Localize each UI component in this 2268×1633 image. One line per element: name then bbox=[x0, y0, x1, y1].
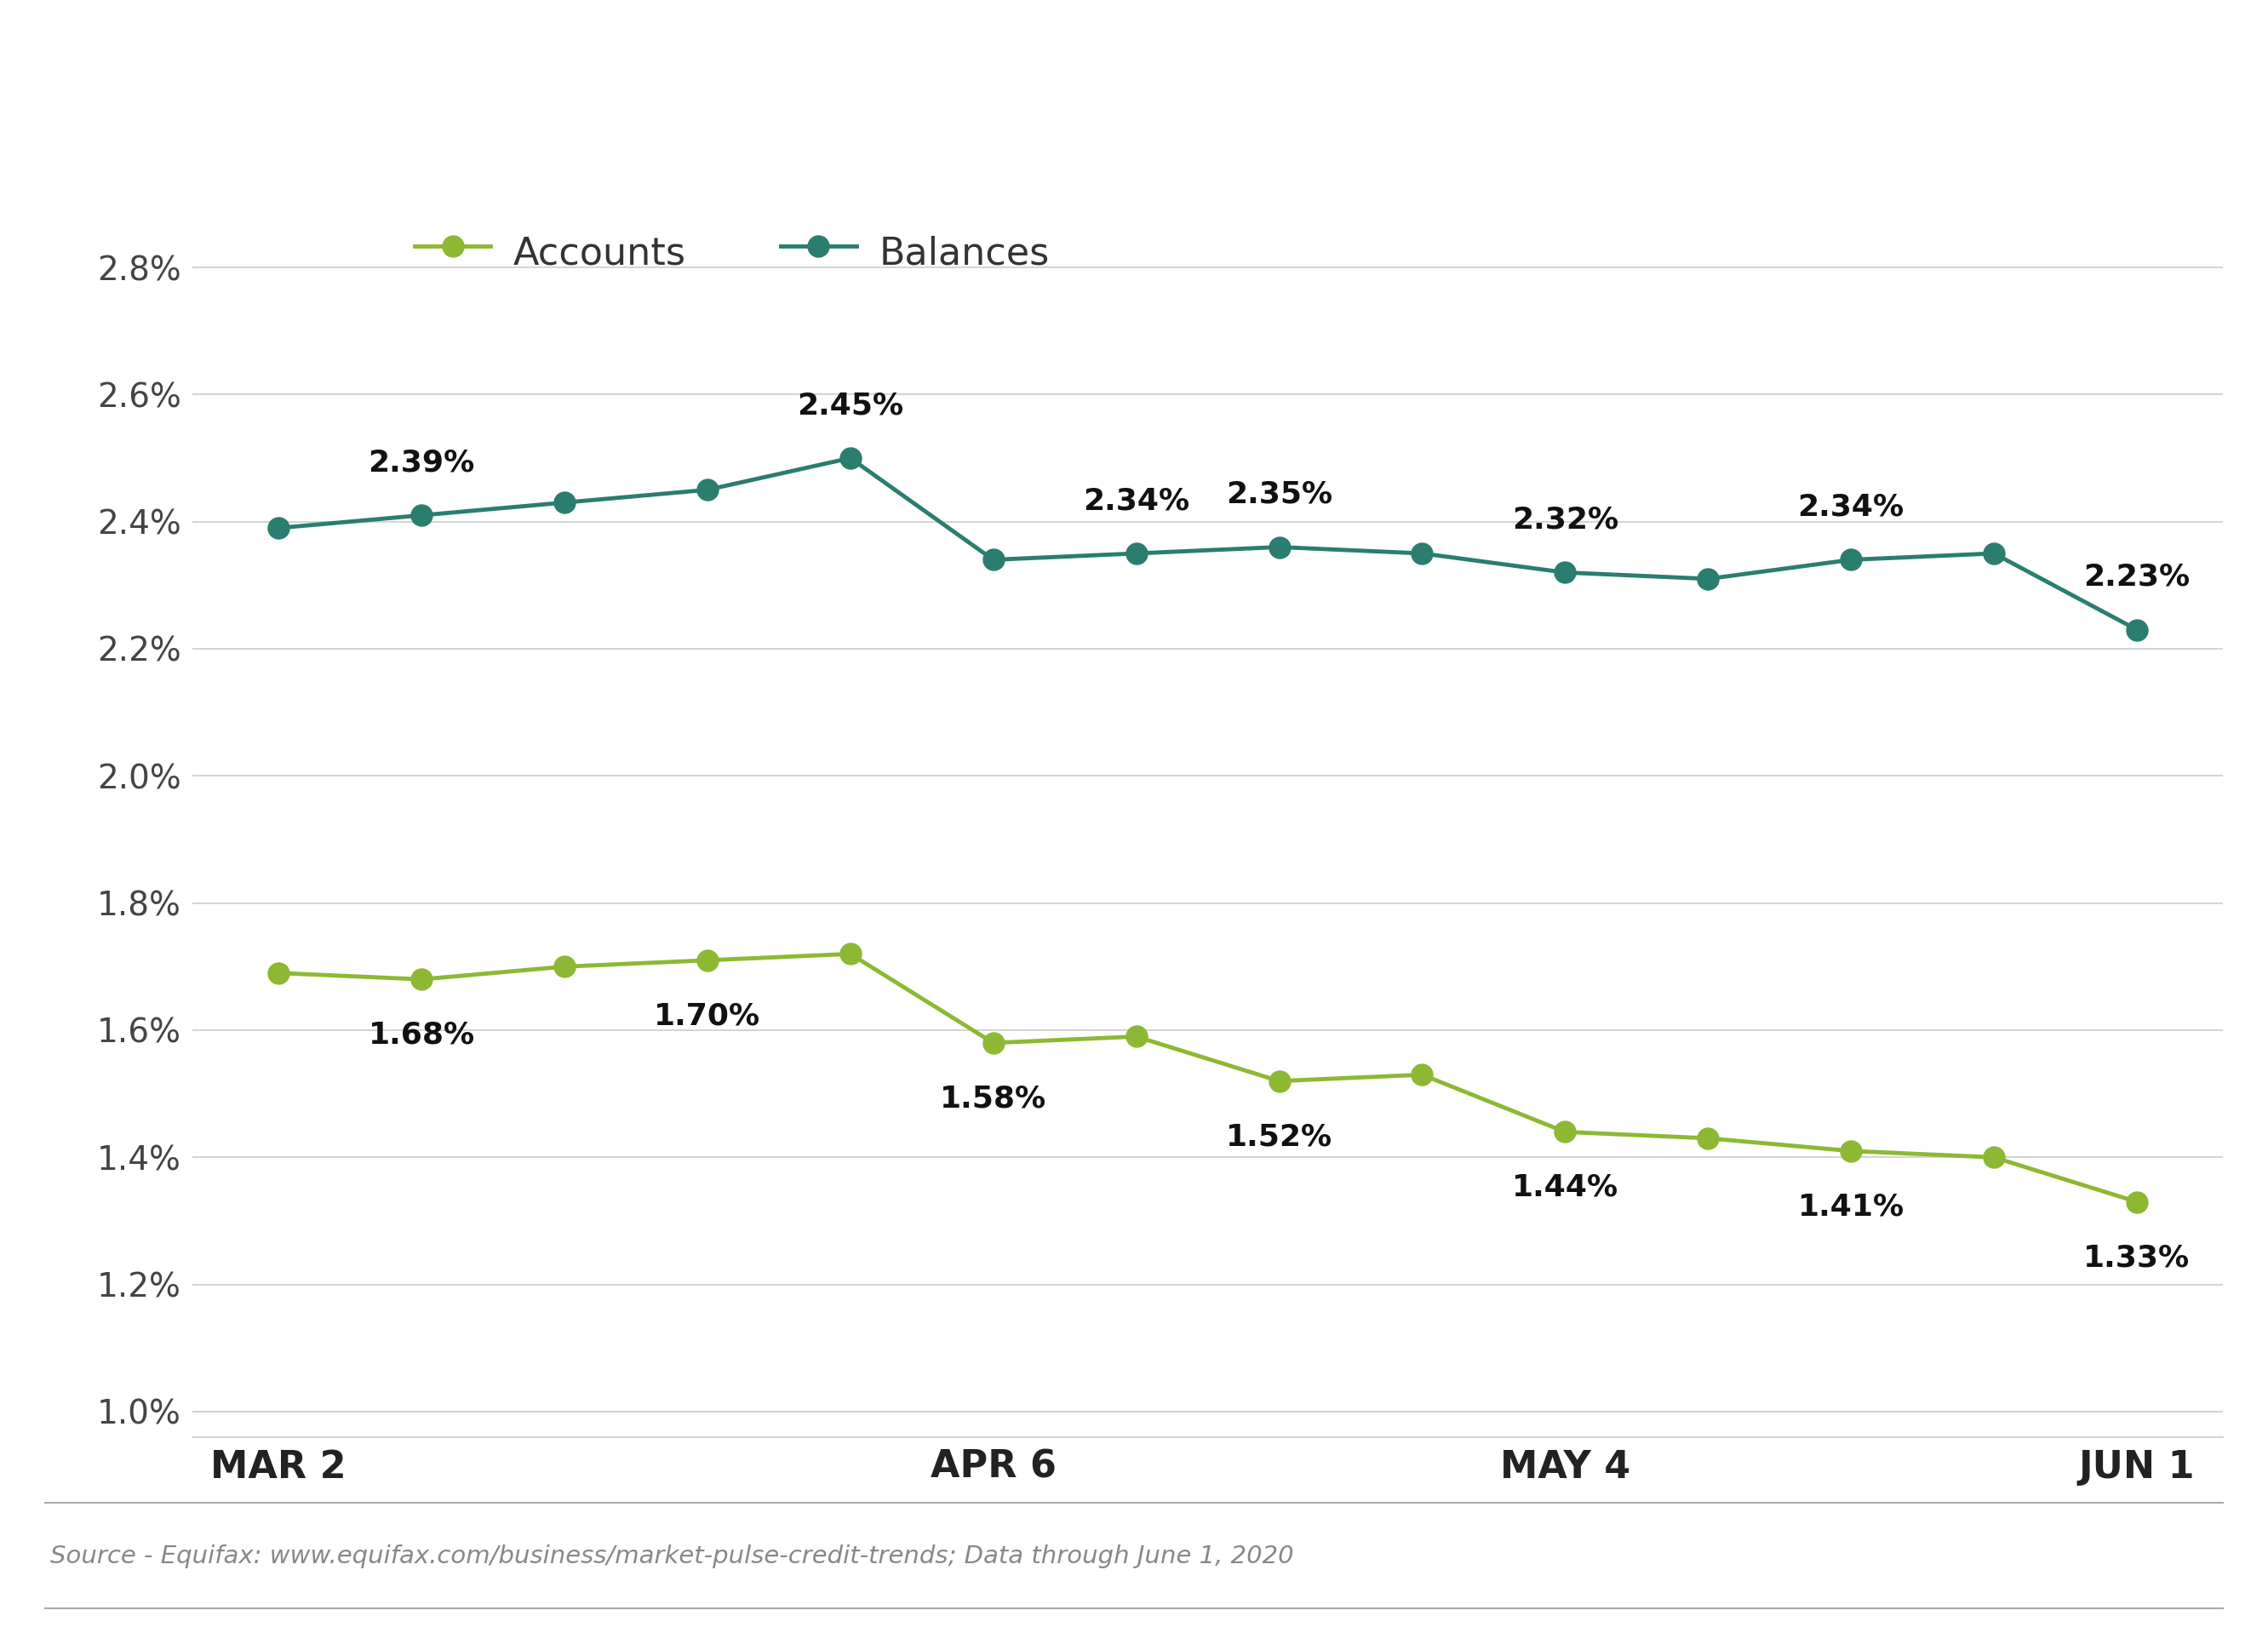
Text: 2.34%: 2.34% bbox=[1799, 493, 1905, 521]
Text: 1.44%: 1.44% bbox=[1513, 1172, 1619, 1202]
Text: 1.33%: 1.33% bbox=[2084, 1243, 2191, 1272]
Text: 1.70%: 1.70% bbox=[653, 1001, 760, 1030]
Text: 2.35%: 2.35% bbox=[1227, 480, 1331, 509]
Text: 1.58%: 1.58% bbox=[939, 1084, 1046, 1114]
Text: Source - Equifax: www.equifax.com/business/market-pulse-credit-trends; Data thro: Source - Equifax: www.equifax.com/busine… bbox=[50, 1545, 1293, 1568]
Text: 2.45%: 2.45% bbox=[796, 390, 903, 420]
Legend: Accounts, Balances: Accounts, Balances bbox=[415, 229, 1050, 274]
Text: 1.52%: 1.52% bbox=[1227, 1122, 1331, 1151]
Text: BANKCARD DELINQUENCY RATE: BANKCARD DELINQUENCY RATE bbox=[50, 42, 1476, 121]
Text: 2.34%: 2.34% bbox=[1084, 487, 1188, 516]
Text: 1.41%: 1.41% bbox=[1799, 1192, 1905, 1221]
Text: 2.23%: 2.23% bbox=[2084, 563, 2191, 591]
Text: 1.68%: 1.68% bbox=[367, 1021, 474, 1050]
Text: 2.32%: 2.32% bbox=[1513, 505, 1619, 534]
Text: 2.39%: 2.39% bbox=[367, 447, 474, 477]
